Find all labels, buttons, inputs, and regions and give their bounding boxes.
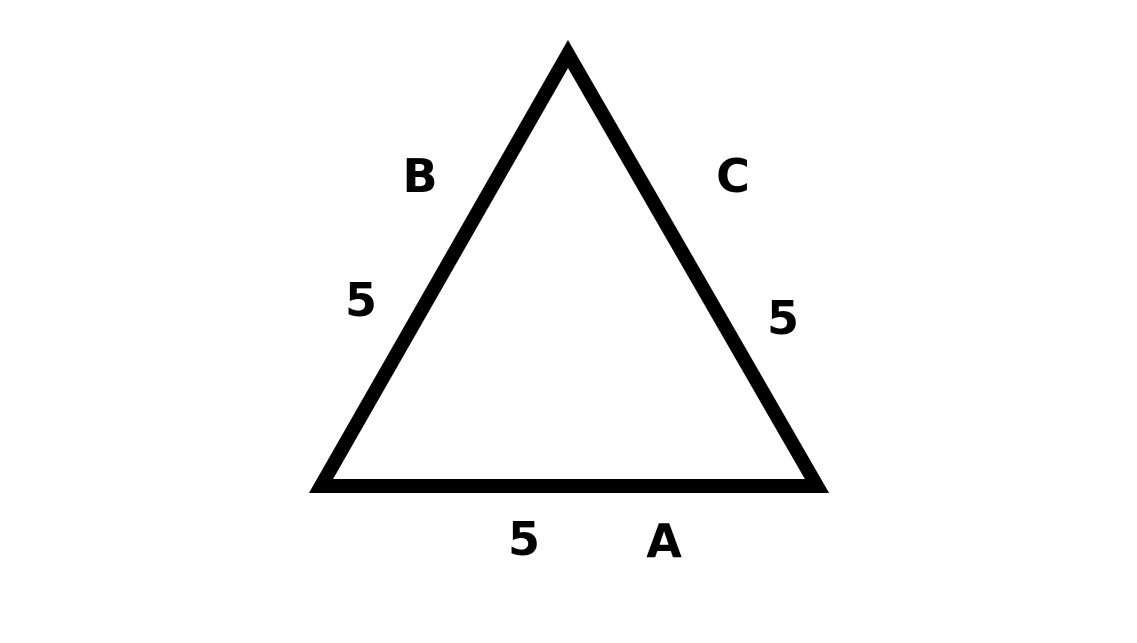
side-length-bottom: 5 (508, 512, 540, 566)
triangle (308, 39, 830, 493)
side-label-right: C (716, 149, 750, 203)
side-label-bottom: A (646, 514, 682, 568)
side-length-right: 5 (767, 291, 799, 345)
side-length-left: 5 (345, 273, 377, 327)
side-label-left: B (402, 149, 437, 203)
